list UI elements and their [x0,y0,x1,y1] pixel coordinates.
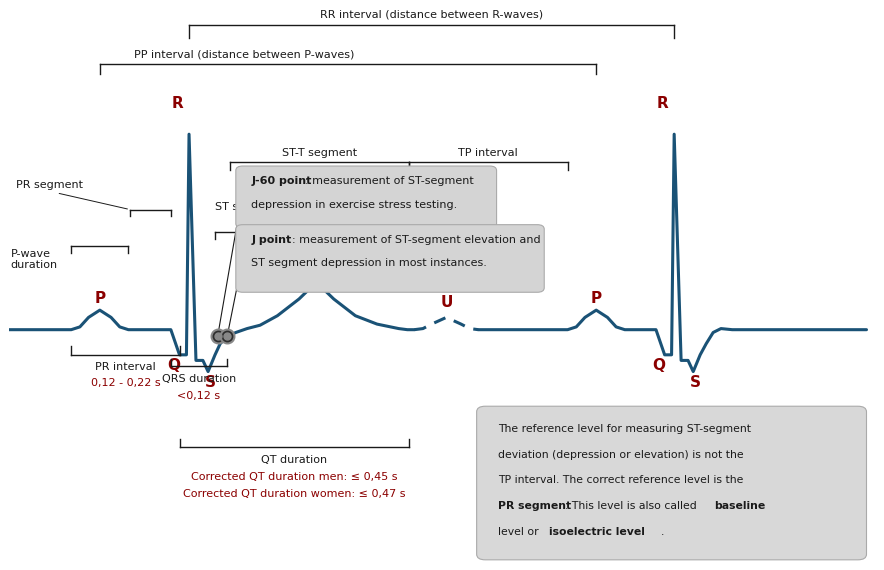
Text: P: P [95,291,105,307]
Text: S: S [690,375,701,390]
Text: .: . [661,527,665,537]
FancyBboxPatch shape [236,225,545,292]
Text: Q: Q [167,359,180,373]
Text: 0,12 - 0,22 s: 0,12 - 0,22 s [90,378,160,388]
Text: R: R [657,96,669,111]
Text: ST segment: ST segment [215,202,281,213]
Text: level or: level or [499,527,543,537]
Text: P: P [591,291,602,307]
Text: QT duration: QT duration [262,455,327,465]
Text: PR segment: PR segment [499,501,571,511]
Text: PP interval (distance between P-waves): PP interval (distance between P-waves) [134,50,354,60]
Text: . This level is also called: . This level is also called [565,501,700,511]
Text: Q: Q [652,359,665,373]
Text: baseline: baseline [714,501,766,511]
Text: R: R [171,96,184,111]
Text: TP interval. The correct reference level is the: TP interval. The correct reference level… [499,475,743,486]
Text: RR interval (distance between R-waves): RR interval (distance between R-waves) [320,10,543,20]
Text: deviation (depression or elevation) is not the: deviation (depression or elevation) is n… [499,450,744,460]
Text: S: S [205,375,217,390]
Text: isoelectric level: isoelectric level [549,527,644,537]
Text: <0,12 s: <0,12 s [178,391,221,401]
Text: QRS duration: QRS duration [162,374,236,384]
Text: PR segment: PR segment [16,180,83,190]
FancyBboxPatch shape [236,166,497,228]
Text: The reference level for measuring ST-segment: The reference level for measuring ST-seg… [499,424,751,434]
Text: : measurement of ST-segment elevation and: : measurement of ST-segment elevation an… [292,235,541,245]
Text: P-wave
duration: P-wave duration [11,249,57,270]
Text: depression in exercise stress testing.: depression in exercise stress testing. [251,200,458,210]
Text: J point: J point [251,235,292,245]
Text: Corrected QT duration men: ≤ 0,45 s: Corrected QT duration men: ≤ 0,45 s [191,472,398,482]
Text: J-60 point: J-60 point [251,176,312,186]
Text: U: U [440,295,453,311]
Text: ST-T segment: ST-T segment [282,148,357,158]
Text: ST segment depression in most instances.: ST segment depression in most instances. [251,258,487,268]
Text: PR interval: PR interval [95,361,156,372]
Text: T: T [311,263,322,279]
Text: : measurement of ST-segment: : measurement of ST-segment [305,176,474,186]
FancyBboxPatch shape [476,406,866,560]
Text: Corrected QT duration women: ≤ 0,47 s: Corrected QT duration women: ≤ 0,47 s [183,489,406,499]
Text: TP interval: TP interval [459,148,518,158]
